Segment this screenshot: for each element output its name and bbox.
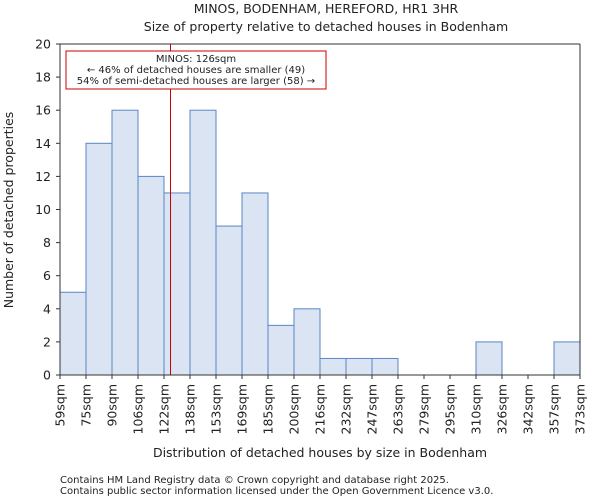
x-tick-label: 342sqm bbox=[521, 384, 536, 434]
x-tick-label: 232sqm bbox=[339, 384, 354, 434]
annotation-line-2: ← 46% of detached houses are smaller (49… bbox=[87, 65, 305, 76]
y-axis: 0 2 4 6 8 10 12 14 16 18 20 bbox=[35, 37, 60, 383]
bar-106sqm bbox=[137, 175, 165, 376]
x-tick-label: 326sqm bbox=[495, 384, 510, 434]
annotation-box: MINOS: 126sqm ← 46% of detached houses a… bbox=[65, 50, 327, 90]
x-tick-label: 75sqm bbox=[79, 384, 94, 427]
x-tick-label: 357sqm bbox=[547, 384, 562, 434]
y-tick-label: 14 bbox=[35, 136, 51, 151]
annotation-frame bbox=[65, 50, 327, 90]
chart-title: MINOS, BODENHAM, HEREFORD, HR1 3HR bbox=[194, 1, 459, 16]
footer-line-2: Contains public sector information licen… bbox=[60, 486, 493, 497]
y-tick-label: 0 bbox=[43, 368, 51, 383]
x-tick-label: 247sqm bbox=[365, 384, 380, 434]
bar-138sqm bbox=[189, 109, 217, 376]
bar-153sqm bbox=[215, 225, 243, 376]
bar-90sqm bbox=[111, 109, 139, 376]
x-tick-label: 279sqm bbox=[417, 384, 432, 434]
bar-310sqm bbox=[475, 341, 503, 376]
x-axis: 59sqm 75sqm 90sqm 106sqm 122sqm 138sqm 153sqm 1… bbox=[53, 375, 588, 434]
x-tick-label: 153sqm bbox=[209, 384, 224, 434]
bars-group bbox=[59, 109, 581, 376]
annotation-line-1: MINOS: 126sqm bbox=[156, 54, 236, 65]
bar-247sqm bbox=[371, 357, 399, 376]
bar-185sqm bbox=[267, 324, 295, 376]
footer-line-1: Contains HM Land Registry data © Crown c… bbox=[60, 475, 449, 486]
y-tick-label: 10 bbox=[35, 202, 51, 217]
x-tick-label: 169sqm bbox=[235, 384, 250, 434]
x-tick-label: 106sqm bbox=[131, 384, 146, 434]
x-tick-label: 59sqm bbox=[53, 384, 68, 427]
y-tick-label: 12 bbox=[35, 169, 51, 184]
x-tick-label: 216sqm bbox=[313, 384, 328, 434]
x-tick-label: 185sqm bbox=[261, 384, 276, 434]
x-tick-label: 295sqm bbox=[443, 384, 458, 434]
bar-122sqm bbox=[163, 192, 191, 376]
x-tick-label: 310sqm bbox=[469, 384, 484, 434]
y-tick-label: 8 bbox=[43, 235, 51, 250]
bar-216sqm bbox=[319, 357, 347, 376]
bar-232sqm bbox=[345, 357, 373, 376]
x-tick-label: 373sqm bbox=[573, 384, 588, 434]
chart-subtitle: Size of property relative to detached ho… bbox=[144, 19, 508, 34]
bar-357sqm bbox=[553, 341, 581, 376]
x-tick-label: 90sqm bbox=[105, 384, 120, 427]
x-tick-label: 122sqm bbox=[157, 384, 172, 434]
y-axis-label: Number of detached properties bbox=[1, 112, 16, 309]
x-axis-label: Distribution of detached houses by size … bbox=[153, 445, 487, 460]
x-tick-label: 200sqm bbox=[287, 384, 302, 434]
bar-59sqm bbox=[59, 291, 87, 376]
bar-200sqm bbox=[293, 308, 321, 376]
y-tick-label: 4 bbox=[43, 301, 51, 316]
y-tick-label: 2 bbox=[43, 334, 51, 349]
y-tick-label: 16 bbox=[35, 103, 51, 118]
bar-169sqm bbox=[241, 192, 269, 376]
y-tick-label: 18 bbox=[35, 70, 51, 85]
bar-75sqm bbox=[85, 142, 113, 376]
x-tick-label: 138sqm bbox=[183, 384, 198, 434]
annotation-line-3: 54% of semi-detached houses are larger (… bbox=[77, 76, 315, 87]
y-tick-label: 6 bbox=[43, 268, 51, 283]
y-tick-label: 20 bbox=[35, 37, 51, 52]
x-tick-label: 263sqm bbox=[391, 384, 406, 434]
